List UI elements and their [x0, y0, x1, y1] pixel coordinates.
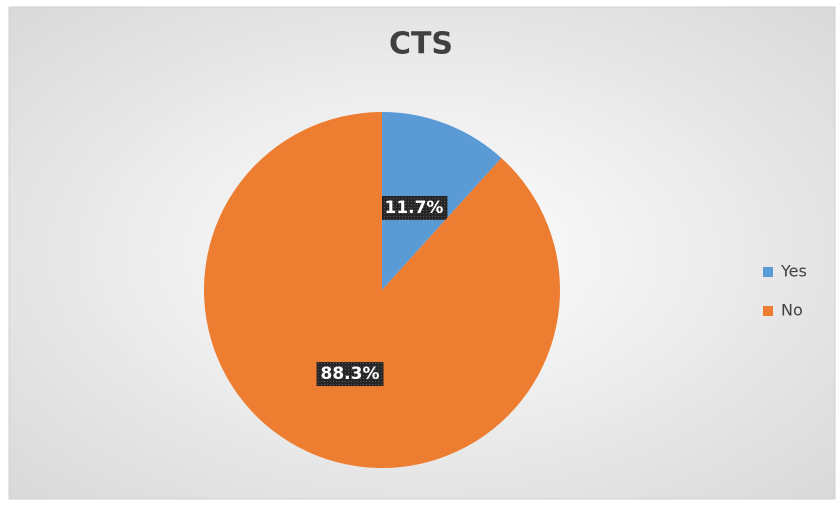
legend-swatch — [763, 267, 773, 277]
data-label-text: 88.3% — [321, 364, 380, 384]
legend-label: Yes — [780, 262, 807, 281]
chart-title: CTS — [389, 27, 453, 62]
data-label: 11.7% — [380, 195, 448, 220]
plot: 11.7% 88.3% — [203, 112, 560, 468]
legend-swatch — [763, 306, 773, 316]
legend-label: No — [781, 301, 803, 320]
data-label-text: 11.7% — [384, 198, 443, 218]
data-label-box — [316, 362, 384, 387]
data-label-box — [380, 195, 448, 220]
legend: Yes No — [763, 262, 807, 320]
pie-slice — [203, 112, 560, 468]
data-label: 88.3% — [316, 362, 384, 387]
